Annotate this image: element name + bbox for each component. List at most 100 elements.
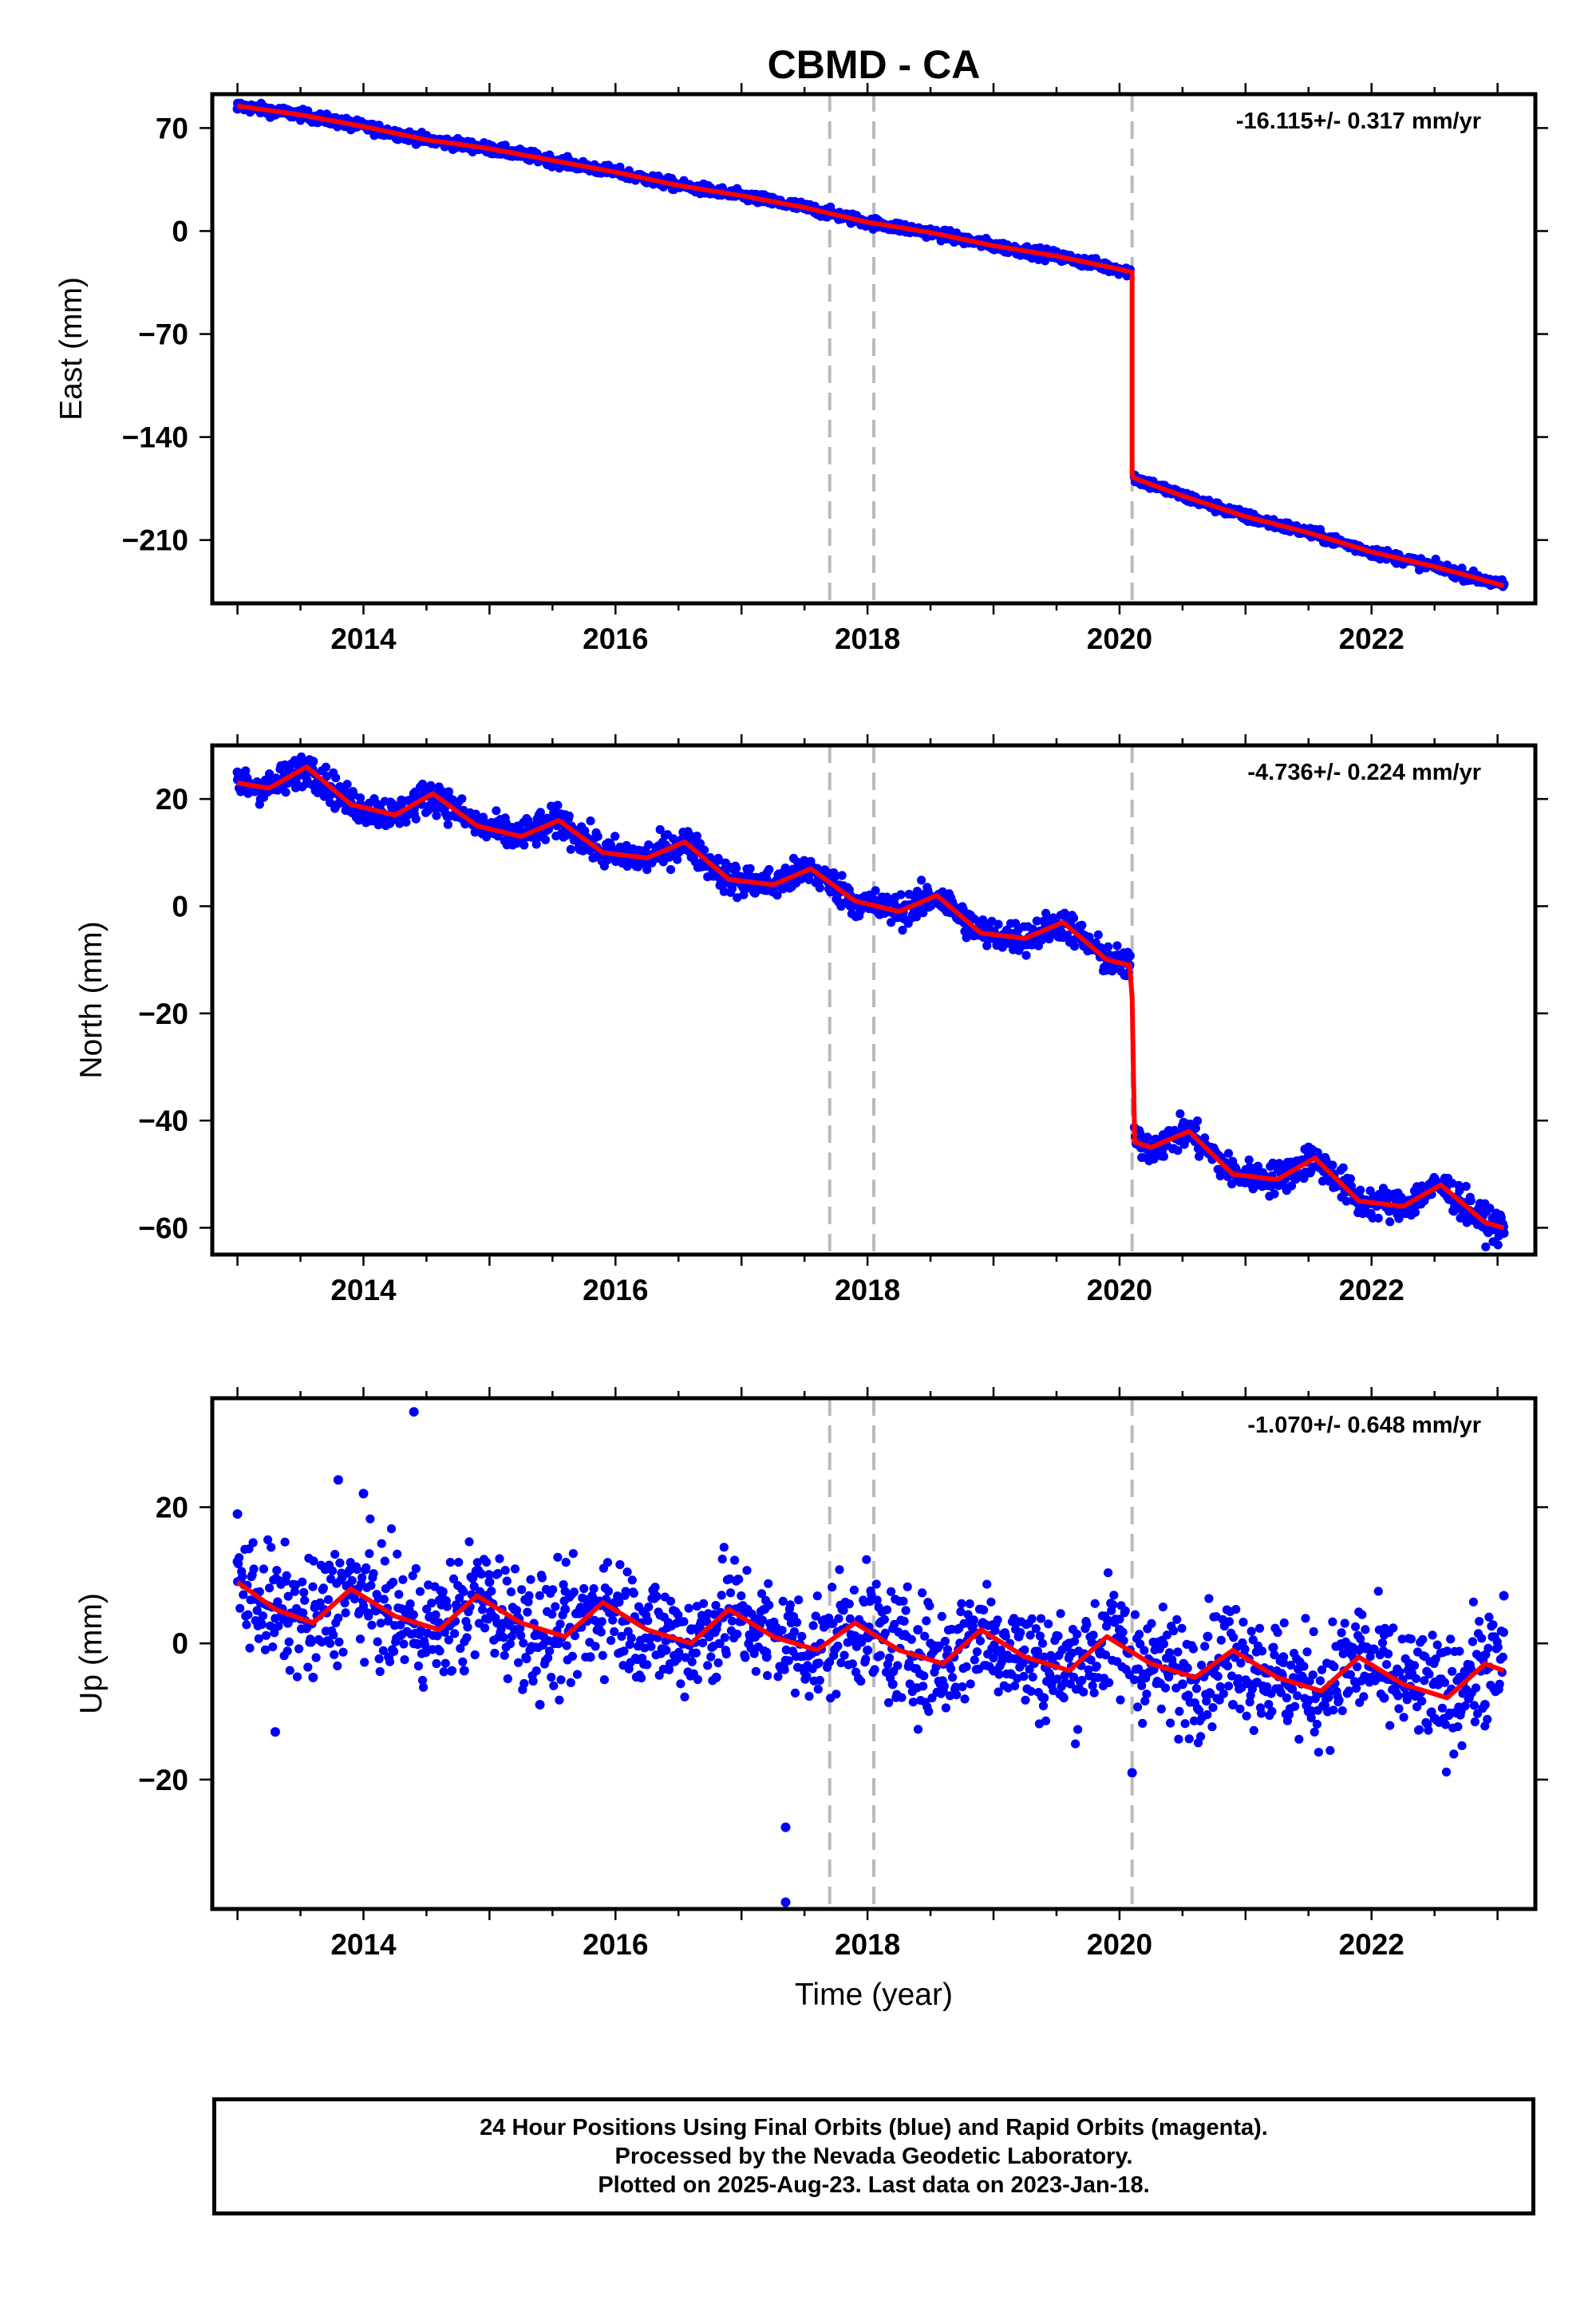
observation-point bbox=[865, 1597, 875, 1607]
data-point bbox=[1303, 1706, 1314, 1717]
observation-point bbox=[1499, 1627, 1508, 1637]
observation-point bbox=[380, 1556, 389, 1566]
observation-point bbox=[1184, 1734, 1194, 1744]
observation-point bbox=[890, 1619, 899, 1629]
y-tick-label: −60 bbox=[138, 1211, 188, 1244]
data-point bbox=[812, 1658, 822, 1669]
observation-point bbox=[258, 1611, 267, 1621]
observation-point bbox=[568, 1549, 579, 1559]
observation-point bbox=[794, 1595, 804, 1605]
observation-point bbox=[875, 1650, 885, 1660]
observation-point bbox=[422, 1604, 432, 1614]
observation-point bbox=[1044, 1619, 1053, 1629]
observation-point bbox=[644, 840, 654, 850]
data-point bbox=[308, 757, 318, 767]
observation-point bbox=[335, 1558, 345, 1567]
observation-point bbox=[1019, 1671, 1029, 1682]
observation-point bbox=[802, 1671, 812, 1681]
observation-point bbox=[261, 1630, 271, 1640]
observation-point bbox=[643, 1616, 653, 1626]
observation-point bbox=[975, 1636, 986, 1646]
observation-point bbox=[432, 1658, 441, 1669]
observation-point bbox=[1448, 1666, 1457, 1676]
observation-point bbox=[561, 1558, 571, 1567]
observation-point bbox=[1191, 1684, 1202, 1694]
observation-point bbox=[326, 1638, 335, 1648]
observation-point bbox=[364, 1611, 373, 1621]
observation-point bbox=[1308, 1670, 1317, 1680]
observation-point bbox=[1468, 1597, 1478, 1607]
observation-point bbox=[698, 1638, 708, 1648]
observation-point bbox=[1293, 1691, 1302, 1701]
figure-title: CBMD - CA bbox=[768, 42, 981, 87]
observation-point bbox=[1077, 1675, 1087, 1686]
observation-point bbox=[1341, 1196, 1351, 1206]
data-point bbox=[232, 767, 243, 777]
observation-point bbox=[1036, 1614, 1046, 1623]
observation-point bbox=[309, 1556, 318, 1566]
observation-point bbox=[713, 1658, 723, 1668]
observation-point bbox=[1236, 1658, 1246, 1668]
observation-point bbox=[555, 1695, 564, 1705]
observation-point bbox=[1215, 1682, 1225, 1692]
observation-point bbox=[941, 1703, 950, 1713]
observation-point bbox=[844, 1599, 854, 1609]
observation-point bbox=[440, 1658, 450, 1668]
observation-point bbox=[259, 1564, 268, 1574]
observation-point bbox=[899, 1616, 909, 1626]
observation-point bbox=[615, 1559, 625, 1570]
data-point bbox=[1127, 1768, 1137, 1778]
observation-point bbox=[994, 919, 1003, 929]
observation-point bbox=[885, 1653, 895, 1663]
observation-point bbox=[847, 1659, 857, 1669]
observation-point bbox=[235, 1603, 245, 1613]
observation-point bbox=[1140, 1696, 1150, 1705]
observation-point bbox=[306, 1638, 316, 1647]
observation-point bbox=[543, 1653, 553, 1662]
observation-point bbox=[1216, 1635, 1226, 1645]
observation-point bbox=[254, 1634, 263, 1643]
data-point bbox=[1203, 1631, 1213, 1642]
observation-point bbox=[1041, 1716, 1051, 1725]
observation-point bbox=[1108, 1600, 1118, 1610]
observation-point bbox=[1495, 1679, 1504, 1689]
observation-point bbox=[1440, 1678, 1450, 1687]
observation-point bbox=[398, 1575, 408, 1584]
data-point bbox=[1064, 1638, 1074, 1649]
observation-point bbox=[596, 1627, 606, 1637]
observation-point bbox=[457, 794, 467, 804]
data-point bbox=[560, 1604, 571, 1614]
observation-point bbox=[503, 1674, 512, 1684]
observation-point bbox=[435, 1646, 444, 1656]
observation-point bbox=[811, 1611, 820, 1621]
observation-point bbox=[1395, 1667, 1404, 1677]
observation-point bbox=[896, 890, 906, 899]
observation-point bbox=[619, 1646, 629, 1656]
observation-point bbox=[1328, 1160, 1337, 1170]
observation-point bbox=[1197, 1660, 1207, 1670]
observation-point bbox=[1373, 1587, 1383, 1596]
x-tick-label: 2022 bbox=[1339, 622, 1404, 655]
observation-point bbox=[1315, 1676, 1325, 1686]
observation-point bbox=[1406, 1634, 1416, 1644]
observation-point bbox=[1200, 1642, 1210, 1651]
observation-point bbox=[871, 886, 880, 895]
observation-point bbox=[693, 1674, 703, 1685]
observation-point bbox=[338, 1647, 348, 1657]
observation-point bbox=[836, 1658, 846, 1668]
y-axis-label: North (mm) bbox=[74, 921, 109, 1078]
observation-point bbox=[477, 1605, 488, 1614]
observation-point bbox=[1254, 1623, 1265, 1633]
observation-point bbox=[1079, 1687, 1088, 1697]
observation-point bbox=[282, 1571, 291, 1580]
observation-point bbox=[777, 1626, 787, 1635]
observation-point bbox=[1270, 1650, 1279, 1660]
data-point bbox=[1499, 1228, 1509, 1239]
observation-point bbox=[330, 1550, 340, 1559]
observation-point bbox=[1338, 1163, 1348, 1172]
observation-point bbox=[1224, 1617, 1235, 1626]
observation-point bbox=[484, 1570, 494, 1579]
observation-point bbox=[1373, 1213, 1383, 1223]
observation-point bbox=[1206, 1689, 1215, 1698]
observation-point bbox=[617, 1631, 626, 1641]
